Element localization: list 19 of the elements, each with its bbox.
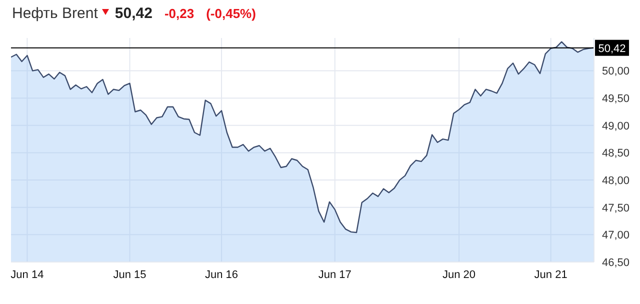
x-tick-label: Jun 15 bbox=[113, 268, 146, 281]
y-tick-label: 49,00 bbox=[602, 120, 630, 132]
y-tick-label: 50,00 bbox=[602, 66, 630, 78]
y-tick-label: 47,00 bbox=[602, 230, 630, 242]
x-tick-label: Jun 17 bbox=[318, 268, 352, 281]
y-tick-label: 48,00 bbox=[602, 174, 630, 187]
text: 50,42 bbox=[114, 5, 152, 22]
x-tick-label: Jun 14 bbox=[10, 268, 44, 281]
ref-line-label: 50,42 bbox=[598, 42, 626, 55]
y-tick-label: 46,50 bbox=[602, 256, 630, 269]
x-tick-label: Jun 21 bbox=[534, 268, 568, 281]
x-tick-label: Jun 16 bbox=[205, 268, 238, 281]
text: (-0,45%) bbox=[206, 6, 256, 21]
x-tick-label: Jun 20 bbox=[442, 268, 476, 281]
text: -0,23 bbox=[164, 6, 194, 21]
y-tick-label: 48,50 bbox=[602, 148, 630, 160]
chart-title: Нефть Brent bbox=[12, 5, 98, 22]
y-tick-label: 49,50 bbox=[602, 93, 630, 106]
y-tick-label: 47,50 bbox=[602, 202, 630, 214]
